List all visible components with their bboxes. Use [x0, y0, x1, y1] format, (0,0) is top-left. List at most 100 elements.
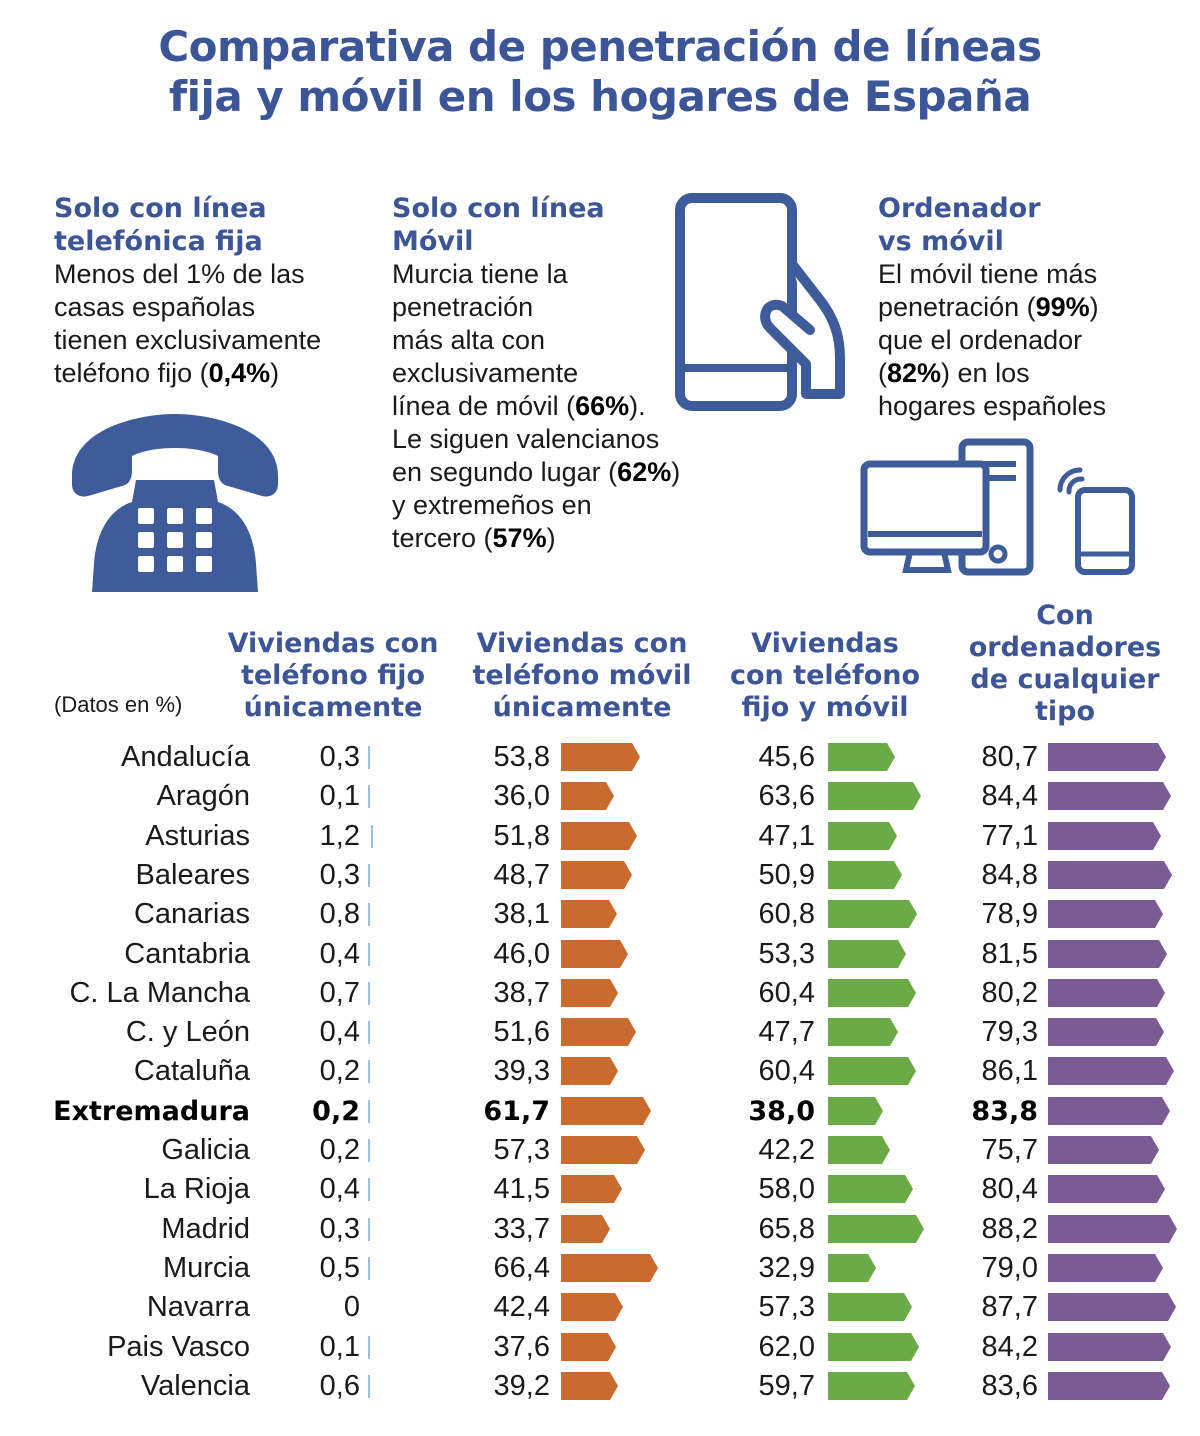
bar-fijo-movil [828, 1372, 915, 1400]
bar-ordenador [1048, 1333, 1171, 1361]
bar-movil [561, 1057, 618, 1085]
bar-ordenador [1048, 782, 1171, 810]
value-fijo-movil: 53,3 [758, 938, 815, 970]
info-movil-line-6: Le siguen valencianos [392, 424, 660, 454]
value-fijo-movil: 58,0 [758, 1173, 815, 1205]
bar-fijo-movil [828, 1136, 890, 1164]
value-fijo-movil: 38,0 [748, 1096, 815, 1127]
datos-label: (Datos en %) [54, 692, 183, 717]
table-row: Madrid 0,3 33,7 65,8 88,2 [0, 1210, 1200, 1249]
value-fijo: 0,2 [319, 1055, 360, 1087]
title-line-1: Comparativa de penetración de líneas [158, 22, 1042, 71]
value-movil: 39,3 [493, 1055, 550, 1087]
region-label: C. y León [125, 1016, 250, 1048]
value-fijo-movil: 60,4 [758, 1055, 815, 1087]
telephone-icon [72, 414, 278, 592]
info-movil-line-2: penetración [392, 292, 534, 322]
region-label: Valencia [140, 1370, 250, 1402]
bar-fijo [368, 1139, 370, 1162]
bar-fijo [371, 825, 373, 848]
value-movil: 66,4 [493, 1252, 550, 1284]
info-ordenador-heading-2: vs móvil [878, 226, 1004, 257]
value-movil: 42,4 [493, 1291, 550, 1323]
bar-ordenador [1048, 1372, 1170, 1400]
info-fijo-heading-2: telefónica fija [54, 226, 263, 257]
region-label: La Rioja [143, 1173, 250, 1205]
value-ordenador: 87,7 [981, 1291, 1038, 1323]
bar-fijo-movil [828, 940, 906, 968]
bar-movil [561, 1215, 610, 1243]
bar-fijo [368, 746, 370, 769]
bar-movil [561, 1136, 645, 1164]
table-row: Asturias 1,2 51,8 47,1 77,1 [0, 817, 1200, 856]
value-ordenador: 83,8 [971, 1096, 1038, 1127]
bar-fijo [368, 1060, 370, 1083]
value-ordenador: 84,4 [981, 780, 1038, 812]
value-fijo-movil: 50,9 [758, 859, 815, 891]
value-fijo: 1,2 [319, 820, 360, 852]
desktop-computer-icon [860, 438, 1034, 576]
info-movil-line-7: en segundo lugar (62%) [392, 457, 681, 487]
bar-ordenador [1048, 1097, 1170, 1125]
bar-fijo [368, 1218, 370, 1241]
bar-movil [561, 900, 617, 928]
info-fijo-heading-1: Solo con línea [54, 193, 267, 224]
table-row: Aragón 0,1 36,0 63,6 84,4 [0, 777, 1200, 816]
value-fijo: 0,1 [319, 1331, 360, 1363]
bar-fijo-movil [828, 979, 916, 1007]
info-fijo-line-4: teléfono fijo (0,4%) [54, 358, 280, 388]
bar-movil [561, 1097, 651, 1125]
bar-movil [561, 861, 632, 889]
table-row: Baleares 0,3 48,7 50,9 84,8 [0, 856, 1200, 895]
value-movil: 37,6 [493, 1331, 550, 1363]
bar-movil [561, 822, 637, 850]
value-ordenador: 75,7 [981, 1134, 1038, 1166]
value-fijo-movil: 62,0 [758, 1331, 815, 1363]
bar-movil [561, 1175, 622, 1203]
value-fijo-movil: 47,7 [758, 1016, 815, 1048]
bar-fijo [368, 785, 370, 808]
column-header-ordenador: Con ordenadores de cualquier tipo [968, 600, 1162, 727]
bar-ordenador [1048, 822, 1161, 850]
value-fijo-movil: 60,8 [758, 898, 815, 930]
value-fijo: 0,4 [319, 1173, 360, 1205]
bar-fijo [368, 1100, 370, 1123]
bar-ordenador [1048, 940, 1167, 968]
value-fijo-movil: 47,1 [758, 820, 815, 852]
table-row: Andalucía 0,3 53,8 45,6 80,7 [0, 738, 1200, 777]
value-movil: 33,7 [493, 1213, 550, 1245]
info-ordenador-line-5: hogares españoles [878, 391, 1107, 421]
value-fijo-movil: 63,6 [758, 780, 815, 812]
info-movil-line-4: exclusivamente [392, 358, 579, 388]
column-header-fijo-movil: Viviendas con teléfono fijo y móvil [729, 628, 921, 723]
bar-fijo [368, 1336, 370, 1359]
bar-movil [561, 1293, 623, 1321]
value-fijo: 0,8 [319, 898, 360, 930]
value-ordenador: 81,5 [981, 938, 1038, 970]
value-movil: 41,5 [493, 1173, 550, 1205]
bar-ordenador [1048, 1254, 1163, 1282]
value-movil: 53,8 [493, 741, 550, 773]
bar-fijo-movil [828, 861, 902, 889]
region-label: Pais Vasco [107, 1331, 250, 1363]
value-ordenador: 84,2 [981, 1331, 1038, 1363]
bar-ordenador [1048, 1215, 1177, 1243]
value-fijo: 0 [343, 1291, 360, 1323]
info-movil-line-3: más alta con [392, 325, 546, 355]
bar-fijo-movil [828, 1097, 883, 1125]
bar-fijo-movil [828, 1333, 919, 1361]
value-fijo: 0,3 [319, 1213, 360, 1245]
value-fijo: 0,3 [319, 859, 360, 891]
region-label: Andalucía [121, 741, 250, 773]
value-fijo: 0,4 [319, 1016, 360, 1048]
info-ordenador-heading-1: Ordenador [878, 193, 1041, 224]
bar-ordenador [1048, 1057, 1174, 1085]
bar-movil [561, 743, 640, 771]
bar-ordenador [1048, 900, 1163, 928]
value-fijo: 0,2 [319, 1134, 360, 1166]
title-line-2: fija y móvil en los hogares de España [168, 72, 1032, 121]
bar-fijo-movil [828, 1057, 916, 1085]
info-movil-heading-1: Solo con línea [392, 193, 605, 224]
page-title: Comparativa de penetración de líneas fij… [0, 22, 1200, 122]
region-label: Galicia [161, 1134, 250, 1166]
